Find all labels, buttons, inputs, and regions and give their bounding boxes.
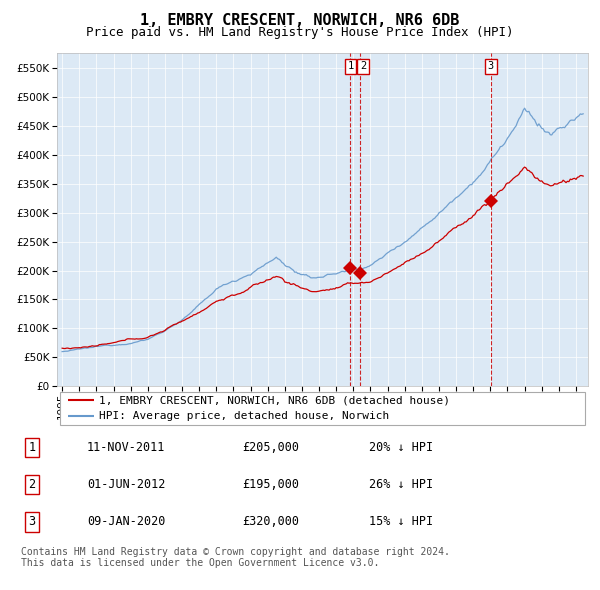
Text: 3: 3: [488, 61, 494, 71]
Text: Price paid vs. HM Land Registry's House Price Index (HPI): Price paid vs. HM Land Registry's House …: [86, 26, 514, 39]
Text: 3: 3: [29, 515, 36, 529]
Text: 2: 2: [360, 61, 366, 71]
Text: 09-JAN-2020: 09-JAN-2020: [87, 515, 165, 529]
Text: £195,000: £195,000: [242, 478, 299, 491]
Text: 26% ↓ HPI: 26% ↓ HPI: [369, 478, 433, 491]
Text: 2: 2: [29, 478, 36, 491]
Text: 01-JUN-2012: 01-JUN-2012: [87, 478, 165, 491]
Text: Contains HM Land Registry data © Crown copyright and database right 2024.: Contains HM Land Registry data © Crown c…: [21, 547, 450, 556]
Text: This data is licensed under the Open Government Licence v3.0.: This data is licensed under the Open Gov…: [21, 559, 379, 568]
Text: 11-NOV-2011: 11-NOV-2011: [87, 441, 165, 454]
Text: 1: 1: [347, 61, 353, 71]
Text: 15% ↓ HPI: 15% ↓ HPI: [369, 515, 433, 529]
Text: 20% ↓ HPI: 20% ↓ HPI: [369, 441, 433, 454]
Text: HPI: Average price, detached house, Norwich: HPI: Average price, detached house, Norw…: [100, 411, 390, 421]
Text: 1, EMBRY CRESCENT, NORWICH, NR6 6DB: 1, EMBRY CRESCENT, NORWICH, NR6 6DB: [140, 13, 460, 28]
Text: 1: 1: [29, 441, 36, 454]
FancyBboxPatch shape: [59, 392, 586, 425]
Text: £320,000: £320,000: [242, 515, 299, 529]
Text: 1, EMBRY CRESCENT, NORWICH, NR6 6DB (detached house): 1, EMBRY CRESCENT, NORWICH, NR6 6DB (det…: [100, 395, 451, 405]
Text: £205,000: £205,000: [242, 441, 299, 454]
